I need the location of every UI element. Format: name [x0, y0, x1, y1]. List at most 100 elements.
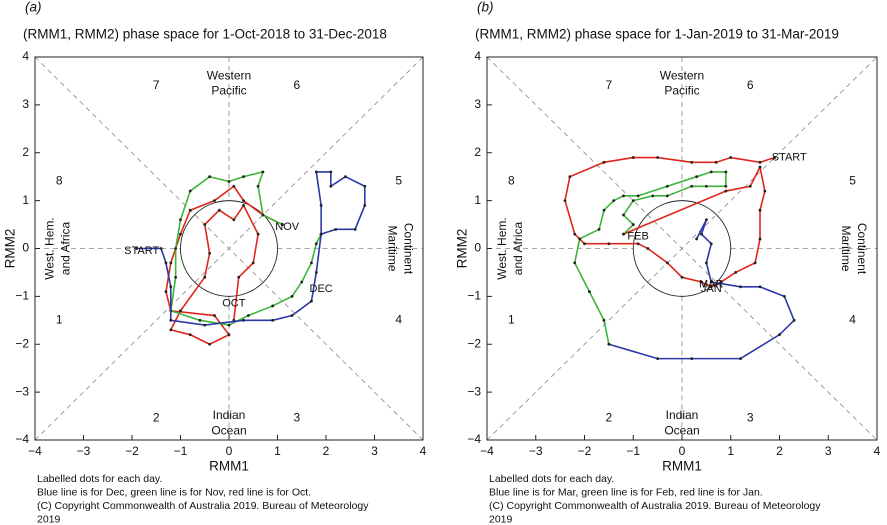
- day-dot: [709, 280, 713, 284]
- day-dot: [651, 194, 655, 198]
- day-dot: [179, 232, 182, 236]
- region-label: Western: [207, 68, 251, 82]
- y-tick-label: −1: [467, 289, 481, 303]
- month-label: START: [772, 151, 807, 163]
- y-tick-label: −1: [15, 289, 29, 303]
- day-dot: [271, 304, 275, 308]
- day-dot: [203, 323, 207, 327]
- y-tick-label: 0: [22, 241, 29, 255]
- day-dot: [310, 299, 313, 303]
- day-dot: [709, 285, 713, 289]
- region-label: and Africa: [511, 221, 525, 275]
- trajectory: [165, 185, 283, 346]
- footnote: Labelled dots for each day.: [37, 473, 162, 485]
- footnote: Blue line is for Mar, green line is for …: [489, 486, 763, 498]
- day-dot: [169, 261, 173, 265]
- day-dot: [208, 175, 212, 179]
- day-dot: [622, 213, 625, 217]
- region-label: West. Hem.: [43, 217, 57, 279]
- unit-circle: [180, 200, 278, 297]
- day-dot: [217, 208, 221, 212]
- x-tick-label: −2: [125, 444, 139, 458]
- x-tick-label: −2: [578, 444, 592, 458]
- day-dot: [602, 160, 606, 164]
- x-tick-label: −4: [28, 444, 42, 458]
- day-dot: [164, 261, 168, 265]
- day-dot: [363, 184, 367, 188]
- y-tick-label: 1: [22, 193, 29, 207]
- x-tick-label: 1: [274, 444, 281, 458]
- day-dot: [631, 223, 635, 226]
- x-tick-label: 0: [679, 444, 686, 458]
- region-label: Pacific: [664, 84, 699, 98]
- month-label: DEC: [310, 283, 333, 295]
- region-label: and Africa: [59, 221, 73, 275]
- phase-number: 2: [153, 411, 160, 425]
- month-label: JAN: [701, 283, 722, 295]
- day-dot: [636, 242, 640, 246]
- y-tick-label: −3: [467, 384, 481, 398]
- day-dot: [758, 237, 762, 241]
- x-tick-label: −3: [77, 444, 91, 458]
- day-dot: [665, 184, 669, 188]
- day-dot: [709, 170, 713, 174]
- day-dot: [329, 170, 333, 174]
- day-dot: [251, 261, 255, 265]
- day-dot: [290, 294, 294, 298]
- day-dot: [665, 194, 669, 198]
- footnote: Blue line is for Dec, green line is for …: [37, 486, 311, 498]
- day-dot: [290, 314, 294, 317]
- y-tick-label: 2: [22, 145, 29, 159]
- y-tick-label: 4: [474, 49, 481, 63]
- day-dot: [237, 275, 241, 279]
- region-label: Indian: [213, 408, 246, 422]
- day-dot: [164, 290, 168, 293]
- day-dot: [758, 165, 762, 169]
- day-dot: [314, 170, 318, 174]
- x-tick-label: 3: [825, 444, 832, 458]
- phase-number: 8: [508, 174, 515, 188]
- x-tick-label: 2: [776, 444, 783, 458]
- day-dot: [724, 170, 728, 174]
- region-label: Western: [660, 68, 704, 82]
- x-tick-label: 4: [874, 444, 881, 458]
- day-dot: [314, 242, 318, 246]
- day-dot: [778, 333, 781, 337]
- unit-circle: [632, 200, 732, 297]
- footnote: Labelled dots for each day.: [489, 473, 614, 485]
- day-dot: [256, 184, 260, 188]
- phase-number: 3: [294, 411, 301, 425]
- x-axis-label: RMM1: [662, 459, 702, 474]
- day-dot: [242, 175, 245, 179]
- day-dot: [568, 175, 572, 179]
- region-label: West. Hem.: [495, 217, 509, 279]
- region-label: Pacific: [211, 84, 246, 98]
- x-tick-label: −3: [529, 444, 543, 458]
- y-tick-label: 3: [474, 97, 481, 111]
- day-dot: [174, 275, 178, 279]
- day-dot: [247, 314, 250, 317]
- day-dot: [232, 218, 236, 222]
- day-dot: [319, 232, 323, 236]
- day-dot: [714, 160, 718, 164]
- day-dot: [597, 227, 601, 231]
- day-dot: [169, 285, 173, 289]
- day-dot: [773, 156, 777, 159]
- day-dot: [242, 318, 245, 322]
- footnote: (C) Copyright Commonwealth of Australia …: [489, 500, 821, 512]
- trajectory: [136, 171, 366, 326]
- x-axis-label: RMM1: [209, 459, 249, 474]
- y-axis-label: RMM2: [3, 229, 18, 269]
- day-dot: [242, 199, 245, 203]
- day-dot: [573, 232, 577, 236]
- day-dot: [135, 247, 139, 250]
- day-dot: [261, 170, 265, 174]
- day-dot: [563, 199, 567, 203]
- day-dot: [188, 189, 192, 193]
- month-label: MAR: [699, 278, 724, 290]
- region-label: Ocean: [664, 424, 699, 438]
- day-dot: [739, 285, 742, 289]
- x-tick-label: 0: [226, 444, 233, 458]
- day-dot: [729, 156, 733, 159]
